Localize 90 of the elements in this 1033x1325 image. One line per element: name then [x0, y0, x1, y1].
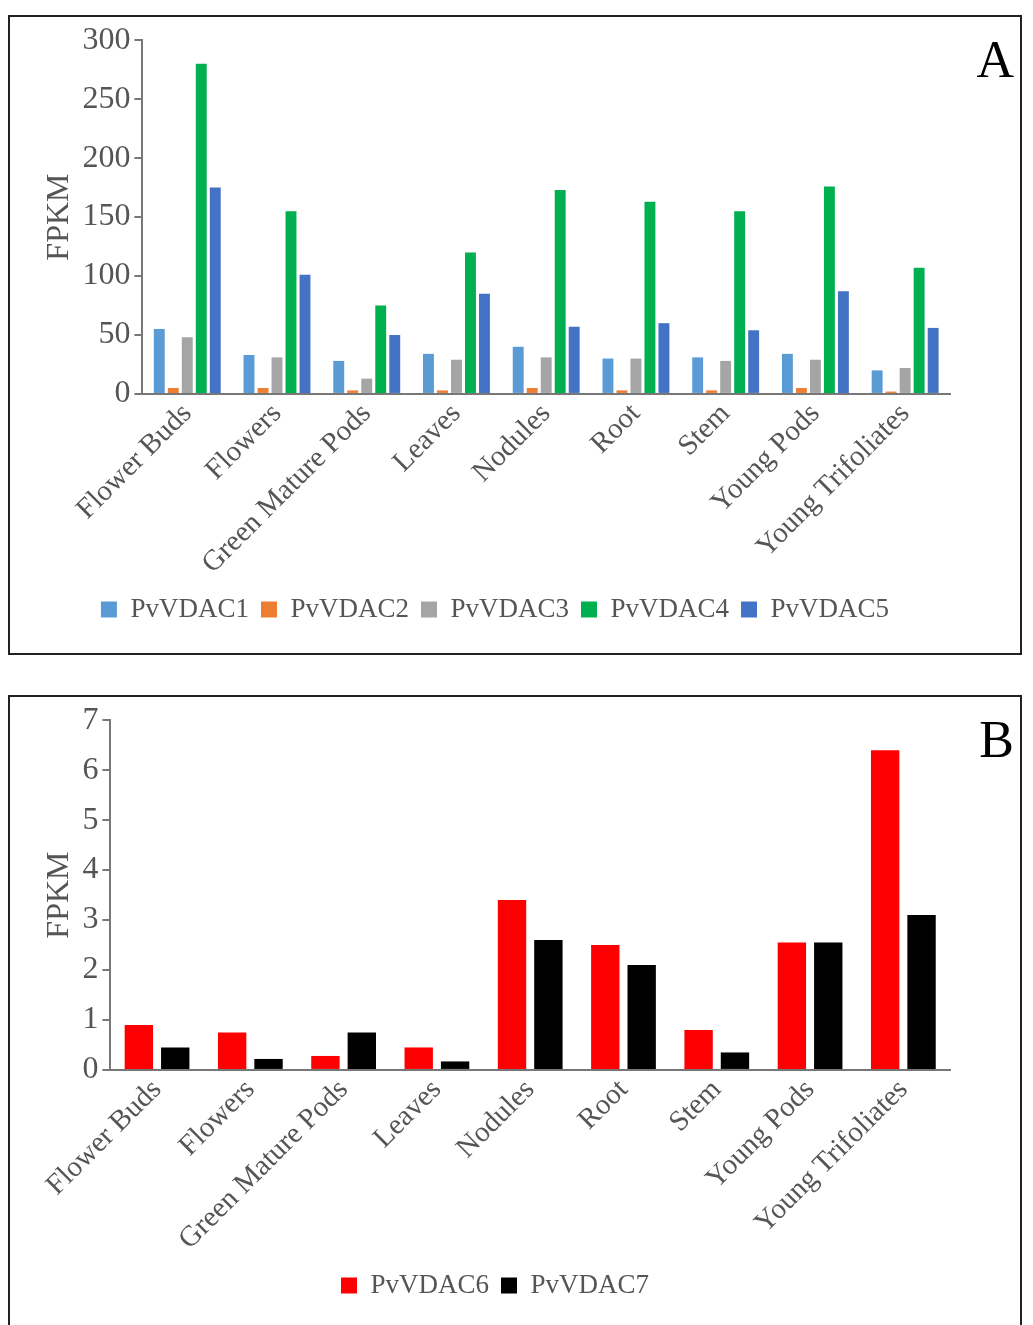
bar — [809, 359, 821, 393]
bar — [706, 390, 718, 393]
y-tick-label: 250 — [82, 78, 131, 115]
y-axis-title: FPKM — [38, 851, 75, 939]
bar — [299, 274, 311, 393]
y-tick-label: 0 — [114, 373, 131, 410]
bar — [899, 368, 911, 393]
bar — [209, 187, 221, 393]
bar — [161, 1047, 190, 1069]
bar — [195, 63, 207, 393]
y-tick-label: 6 — [82, 749, 99, 786]
bar — [627, 965, 656, 1069]
legend-label: PvVDAC6 — [370, 1268, 490, 1299]
y-axis-title: FPKM — [38, 173, 75, 261]
bar — [684, 1029, 713, 1069]
bar — [927, 327, 939, 393]
bar — [526, 388, 538, 393]
bar — [285, 211, 297, 393]
y-tick-label: 7 — [82, 699, 99, 736]
bar — [465, 252, 476, 393]
bar — [814, 942, 843, 1069]
legend-label: PvVDAC5 — [770, 592, 890, 623]
bar — [748, 330, 760, 393]
x-tick-label: Root — [570, 1072, 634, 1135]
bar — [479, 293, 490, 393]
bar — [361, 378, 373, 393]
bar — [375, 305, 387, 393]
bar — [616, 390, 628, 393]
bar — [217, 1032, 247, 1069]
bar — [404, 1047, 433, 1069]
bar — [347, 1032, 376, 1069]
legend-label: PvVDAC2 — [290, 592, 409, 623]
bar — [389, 334, 401, 393]
y-tick-label: 0 — [82, 1049, 99, 1086]
bar — [124, 1024, 154, 1069]
y-tick-label: 2 — [82, 949, 99, 986]
y-tick-label: 300 — [82, 19, 131, 56]
text: A — [976, 30, 1015, 88]
bar — [781, 353, 793, 393]
bar — [823, 186, 835, 393]
bar — [153, 329, 165, 393]
bar — [871, 370, 883, 393]
bar — [837, 291, 849, 393]
bar — [167, 388, 179, 393]
bar — [347, 390, 359, 393]
bar — [243, 355, 255, 393]
bar — [437, 390, 448, 393]
y-tick-label: 50 — [98, 314, 131, 351]
y-tick-label: 200 — [82, 137, 131, 174]
x-tick-label: Root — [583, 396, 646, 459]
bar — [534, 940, 563, 1069]
bar — [423, 353, 434, 393]
bar — [907, 915, 936, 1069]
bar — [311, 1055, 340, 1069]
bar — [512, 346, 524, 393]
bar — [795, 388, 807, 393]
y-tick-label: 100 — [82, 255, 131, 292]
bar — [271, 357, 283, 393]
bar — [870, 750, 900, 1069]
y-tick-label: 3 — [82, 899, 99, 936]
bar — [540, 357, 552, 393]
bar — [777, 942, 807, 1069]
bar — [440, 1061, 470, 1069]
bar — [644, 201, 656, 393]
legend-label: PvVDAC3 — [450, 592, 570, 623]
bar — [333, 360, 345, 393]
bar — [913, 267, 925, 393]
bar — [602, 358, 614, 393]
bar — [451, 359, 462, 393]
bar — [720, 1052, 750, 1069]
y-tick-label: 150 — [82, 196, 131, 233]
bar — [568, 326, 580, 393]
bar — [630, 358, 642, 393]
bar — [591, 945, 620, 1069]
legend-label: PvVDAC4 — [610, 592, 730, 623]
y-tick-label: 1 — [82, 999, 99, 1036]
legend-label: PvVDAC7 — [530, 1268, 650, 1299]
bar — [692, 357, 704, 393]
bar — [554, 189, 566, 393]
legend-label: PvVDAC1 — [130, 592, 249, 623]
bar — [734, 211, 746, 393]
y-tick-label: 5 — [82, 799, 99, 836]
y-tick-label: 4 — [82, 849, 99, 886]
bar — [658, 323, 670, 393]
bar — [254, 1058, 283, 1069]
bar — [720, 360, 732, 393]
bar — [181, 337, 193, 393]
bar — [257, 388, 269, 393]
bar — [497, 900, 527, 1069]
text: B — [979, 710, 1014, 768]
